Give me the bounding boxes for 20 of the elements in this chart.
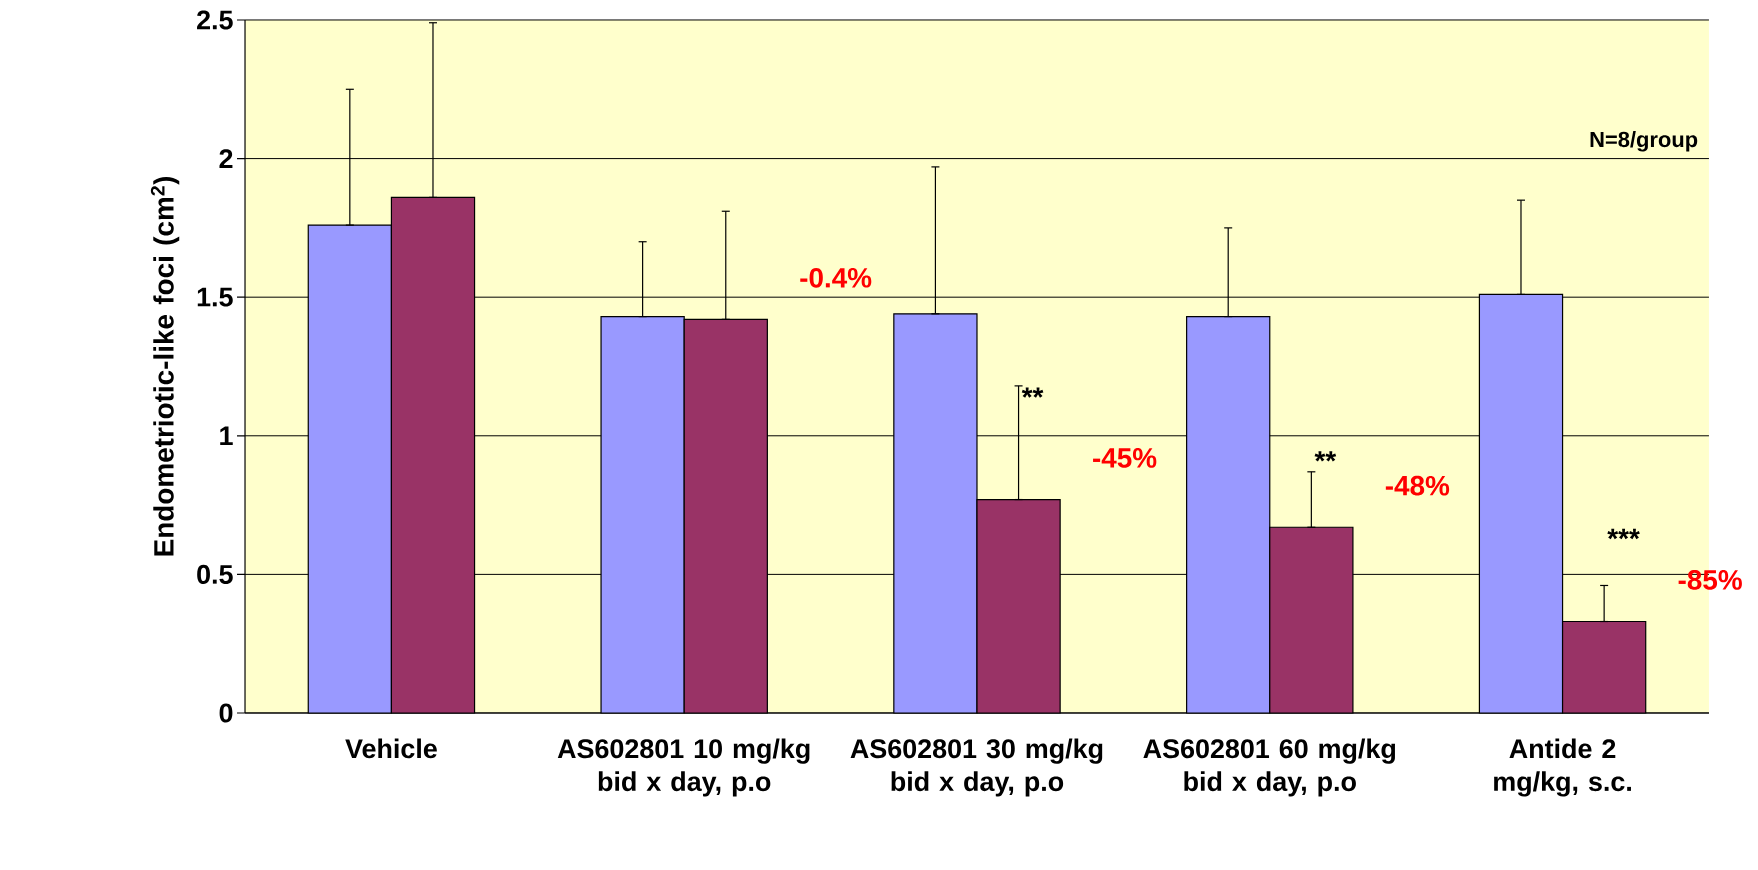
y-tick-label: 2 <box>219 149 233 168</box>
y-tick-label: 2.5 <box>197 10 233 30</box>
y-tick-label: 1 <box>220 426 233 446</box>
x-tick-label: Antide 2 mg/kg, s.c. <box>1494 738 1631 797</box>
y-axis-title: Endometriotic-like foci (cm$^{2}$) <box>150 176 180 556</box>
y-tick-label: 0 <box>219 703 233 723</box>
y-tick-label: 1.5 <box>197 287 233 307</box>
annotation: N=8/group <box>1590 131 1698 152</box>
annotation: -45% <box>1093 448 1157 468</box>
annotation: *** <box>1607 528 1640 540</box>
x-tick-label: AS602801 60 mg/kg bid x day, p.o <box>1143 738 1396 797</box>
x-tick-label: Vehicle <box>345 738 437 759</box>
annotation: -48% <box>1385 475 1450 496</box>
annotation: ** <box>1314 451 1337 462</box>
annotation: ** <box>1021 387 1044 398</box>
y-tick-label: 0.5 <box>197 564 233 584</box>
x-tick-label: AS602801 10 mg/kg bid x day, p.o <box>557 738 810 797</box>
annotation: -0.4% <box>800 267 872 288</box>
annotation: -85% <box>1678 570 1742 590</box>
x-tick-label: AS602801 30 mg/kg bid x day, p.o <box>850 738 1103 797</box>
